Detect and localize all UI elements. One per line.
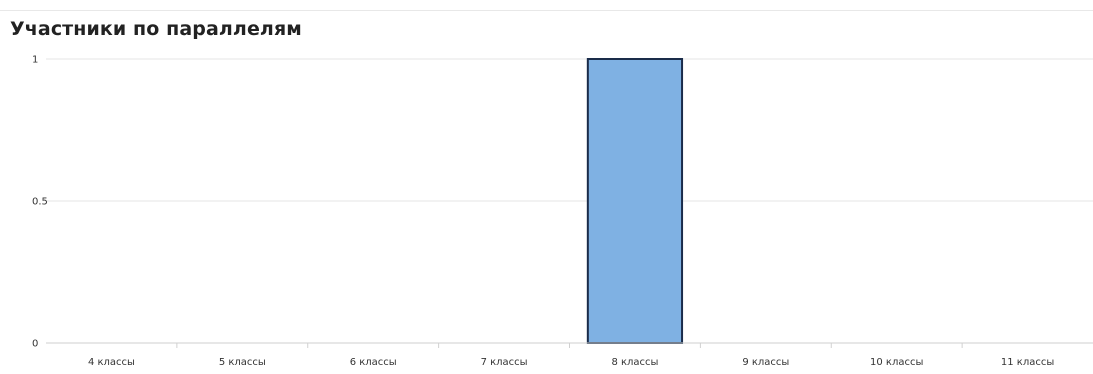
- x-tick-label: 6 классы: [350, 357, 397, 368]
- x-tick-label: 5 классы: [219, 357, 266, 368]
- y-tick-label: 0: [32, 339, 38, 350]
- x-tick-label: 8 классы: [611, 357, 658, 368]
- x-tick-label: 11 классы: [1001, 357, 1054, 368]
- chart-title: Участники по параллелям: [10, 18, 302, 40]
- y-tick-label: 0.5: [32, 197, 48, 208]
- bars: [586, 58, 684, 344]
- tick-labels: 1 0.5 0 4 классы 5 классы 6 классы 7 классы 8 к…: [32, 55, 1054, 369]
- x-tick-label: 9 классы: [742, 357, 789, 368]
- x-tick-label: 7 классы: [481, 357, 528, 368]
- axes: [46, 342, 1093, 348]
- grid-lines: [46, 58, 1093, 202]
- y-tick-label: 1: [32, 55, 38, 66]
- top-divider: [0, 10, 1093, 11]
- bar: [586, 58, 684, 344]
- x-tick-label: 4 классы: [88, 357, 135, 368]
- x-tick-label: 10 классы: [870, 357, 923, 368]
